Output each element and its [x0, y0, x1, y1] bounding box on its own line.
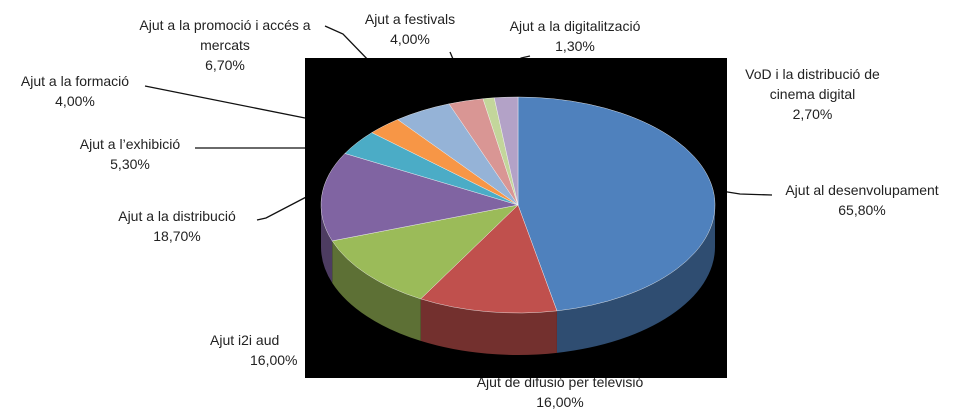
category-label: Ajut a la distribució [118, 208, 236, 224]
label: Ajut a la distribució 18,70% [97, 206, 257, 246]
pie-slice [331, 204, 519, 300]
value-label: 4,00% [55, 93, 95, 109]
value-label: 65,80% [838, 202, 886, 218]
label: Ajut a la digitalització 1,30% [480, 16, 670, 56]
value-label: 4,00% [390, 31, 430, 47]
pie-side [556, 205, 715, 353]
category-label: Ajut a la formació [20, 73, 130, 89]
category-label: VoD i la distribució de cinema digital [745, 66, 880, 102]
category-label: Ajut i2i aud [210, 332, 280, 348]
label: Ajut i2i aud 16,00% [210, 330, 340, 370]
category-label: Ajut a la promoció i accés a mercats [139, 17, 311, 53]
pie-slice [494, 96, 519, 206]
pie-side [321, 205, 333, 283]
value-label: 16,00% [250, 352, 298, 368]
pie-slice [420, 204, 558, 314]
pie [320, 96, 716, 355]
pie-slice [320, 153, 519, 242]
label: Ajut a l’exhibició 5,30% [60, 134, 200, 174]
category-label: Ajut a festivals [364, 11, 456, 27]
value-label: 2,70% [792, 106, 833, 122]
category-label: Ajut a l’exhibició [79, 136, 181, 152]
value-label: 18,70% [153, 228, 201, 244]
value-label: 1,30% [555, 38, 595, 54]
value-label: 16,00% [536, 394, 584, 410]
leader-line [144, 85, 306, 119]
pie-side [420, 298, 557, 355]
category-label: Ajut a la digitalització [509, 18, 641, 34]
label: Ajut a la formació 4,00% [5, 71, 145, 111]
leader-line [256, 193, 313, 221]
leader-lines [144, 25, 773, 221]
leader-line [324, 25, 373, 65]
pie-side [332, 240, 421, 341]
value-label: 5,30% [110, 156, 150, 172]
label: Ajut al desenvolupament 65,80% [772, 180, 952, 220]
label: VoD i la distribució de cinema digital 2,… [725, 64, 900, 124]
value-label: 6,70% [205, 57, 245, 73]
label: Ajut a festivals 4,00% [345, 9, 475, 49]
pie-slice [517, 96, 716, 312]
category-label: Ajut al desenvolupament [785, 182, 939, 198]
label: Ajut a la promoció i accés a mercats 6,70… [120, 15, 330, 75]
